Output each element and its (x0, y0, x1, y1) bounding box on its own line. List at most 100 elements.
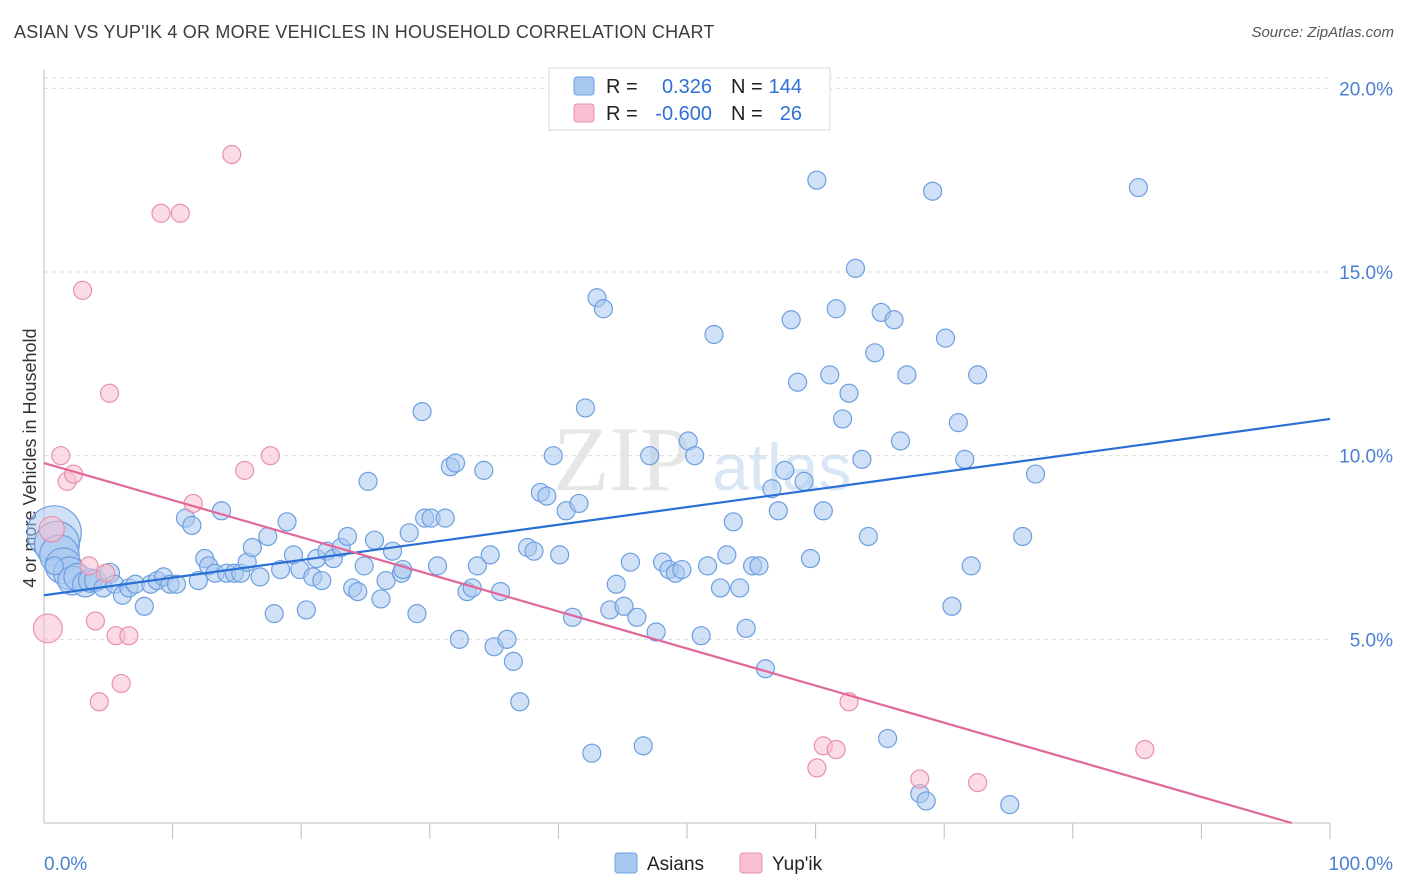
asian-point (537, 486, 557, 506)
asian-point (575, 398, 596, 418)
asian-point (820, 365, 840, 385)
y-tick-label: 5.0% (1350, 630, 1393, 651)
asian-point (858, 526, 878, 547)
axes (43, 70, 1331, 839)
yupik-point (32, 613, 63, 644)
asian-point (354, 556, 374, 576)
asian-point (807, 170, 827, 190)
asian-point (569, 493, 589, 514)
chart-source: Source: ZipAtlas.com (1251, 24, 1394, 41)
legend-n-value-asian: 144 (769, 76, 802, 98)
asian-point (44, 556, 64, 576)
yupik-point (96, 563, 116, 583)
asian-point (277, 512, 297, 532)
asian-point (736, 618, 756, 638)
y-tick-label: 20.0% (1339, 79, 1393, 100)
bottom-legend-swatch-asian (614, 852, 638, 874)
asian-point (445, 453, 466, 473)
asian-point (524, 541, 544, 561)
asian-point (710, 578, 731, 598)
asian-point (337, 526, 358, 547)
asian-point (593, 299, 614, 319)
asians-points (26, 170, 1148, 815)
asian-point (697, 556, 718, 576)
asian-point (800, 548, 821, 569)
yupik-point (807, 758, 827, 778)
yupik-point (51, 446, 71, 466)
legend-n-value-yupik: 26 (780, 103, 802, 125)
y-tick-label: 10.0% (1339, 447, 1393, 468)
yupik-point (72, 280, 93, 300)
asian-point (923, 181, 943, 201)
asian-point (427, 556, 448, 576)
asian-point (480, 545, 500, 565)
asian-point (250, 567, 270, 587)
yupik-point (99, 383, 120, 403)
asian-point (723, 512, 743, 532)
legend-swatch-yupik (573, 103, 595, 123)
asian-point (582, 743, 602, 763)
bottom-legend: Asians Yup'ik (614, 852, 823, 875)
asian-point (497, 629, 517, 649)
asian-point (640, 446, 660, 466)
asian-point (935, 328, 956, 348)
asian-point (768, 501, 788, 521)
asian-point (890, 431, 911, 451)
asian-point (826, 299, 846, 319)
bottom-legend-label-yupik: Yup'ik (772, 854, 823, 875)
asian-point (510, 692, 530, 712)
x-tick-label: 0.0% (44, 854, 87, 875)
yupik-point (826, 739, 846, 760)
asian-point (813, 501, 833, 521)
asian-point (134, 596, 154, 616)
asian-point (407, 604, 427, 624)
legend-n-label-yupik: N = (731, 103, 763, 125)
asian-point (271, 559, 291, 580)
asian-point (449, 629, 469, 649)
legend-r-value-asian: 0.326 (662, 76, 712, 98)
y-tick-labels: 5.0% 10.0% 15.0% 20.0% (1339, 79, 1393, 651)
bottom-legend-label-asian: Asians (647, 854, 704, 875)
asian-point (358, 471, 378, 491)
asian-point (435, 508, 455, 528)
asian-point (942, 596, 962, 616)
asian-point (467, 556, 487, 576)
asian-point (794, 471, 814, 491)
x-tick-labels: 0.0% 100.0% (44, 854, 1393, 875)
asian-point (730, 578, 750, 598)
asian-point (961, 556, 981, 576)
asian-point (614, 596, 634, 616)
yupik-point (111, 673, 131, 694)
asian-point (364, 530, 385, 550)
asian-point (852, 449, 872, 469)
yupik-point (79, 556, 99, 576)
asian-point (490, 581, 511, 602)
x-tick-label: 100.0% (1329, 854, 1394, 875)
asian-point (182, 515, 202, 536)
chart-title: ASIAN VS YUP'IK 4 OR MORE VEHICLES IN HO… (14, 22, 715, 42)
asian-point (672, 559, 692, 580)
asian-point (865, 343, 885, 363)
asian-point (1000, 795, 1020, 815)
asian-point (878, 728, 898, 749)
asian-point (968, 365, 988, 385)
asian-point (348, 581, 368, 602)
asian-point (1025, 464, 1046, 484)
yupik-trend-line (43, 461, 1293, 825)
asian-point (382, 541, 403, 561)
yupik-point (968, 772, 988, 793)
asian-point (955, 449, 975, 469)
asian-point (646, 622, 666, 642)
asian-point (474, 460, 494, 480)
yupik-point (1135, 739, 1155, 760)
yupik-point (119, 626, 139, 646)
yupik-point (260, 446, 280, 466)
y-tick-label: 15.0% (1339, 263, 1393, 284)
trend-lines (43, 417, 1331, 825)
asian-point (399, 523, 419, 543)
asian-point (1128, 177, 1148, 198)
asian-point (833, 409, 853, 429)
asian-point (948, 413, 968, 433)
asian-point (1013, 526, 1033, 547)
